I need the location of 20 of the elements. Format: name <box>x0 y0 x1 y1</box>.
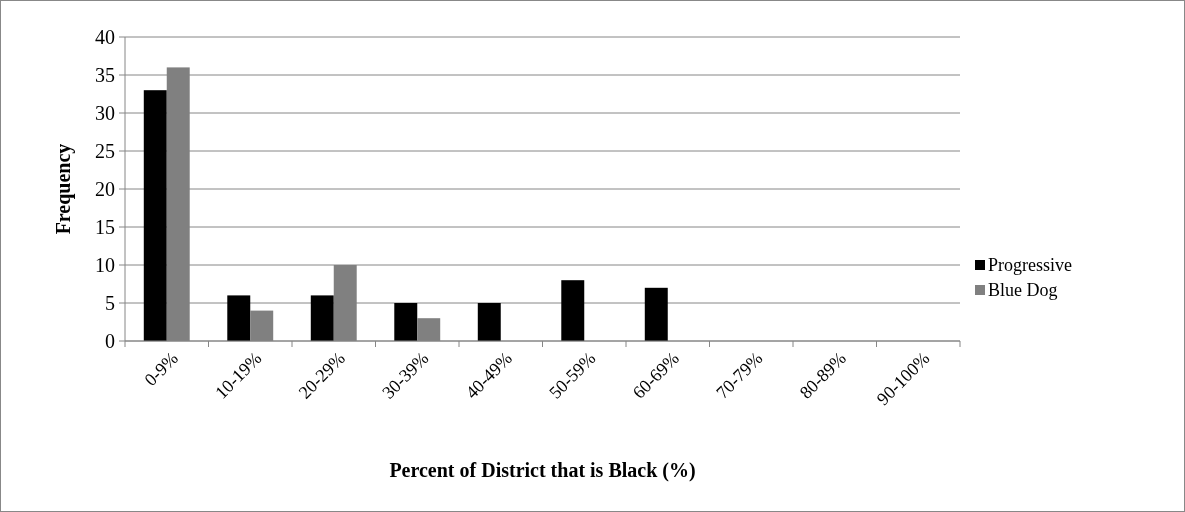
legend-label: Blue Dog <box>988 280 1058 301</box>
bar <box>644 287 668 341</box>
legend-label: Progressive <box>988 255 1072 276</box>
y-tick-label: 40 <box>95 26 115 48</box>
y-axis-title: Frequency <box>52 143 75 235</box>
y-tick-label: 10 <box>95 254 115 276</box>
x-axis-title: Percent of District that is Black (%) <box>389 459 696 482</box>
y-tick-label: 0 <box>105 330 115 352</box>
y-tick-label: 35 <box>95 64 115 86</box>
bar <box>310 295 334 341</box>
bar <box>394 303 418 341</box>
y-tick-label: 30 <box>95 102 115 124</box>
bar <box>561 280 585 341</box>
bar <box>477 303 501 341</box>
bar <box>227 295 251 341</box>
y-tick-label: 25 <box>95 140 115 162</box>
y-tick-label: 20 <box>95 178 115 200</box>
y-tick-label: 15 <box>95 216 115 238</box>
y-tick-label: 5 <box>105 292 115 314</box>
bar <box>143 90 167 341</box>
